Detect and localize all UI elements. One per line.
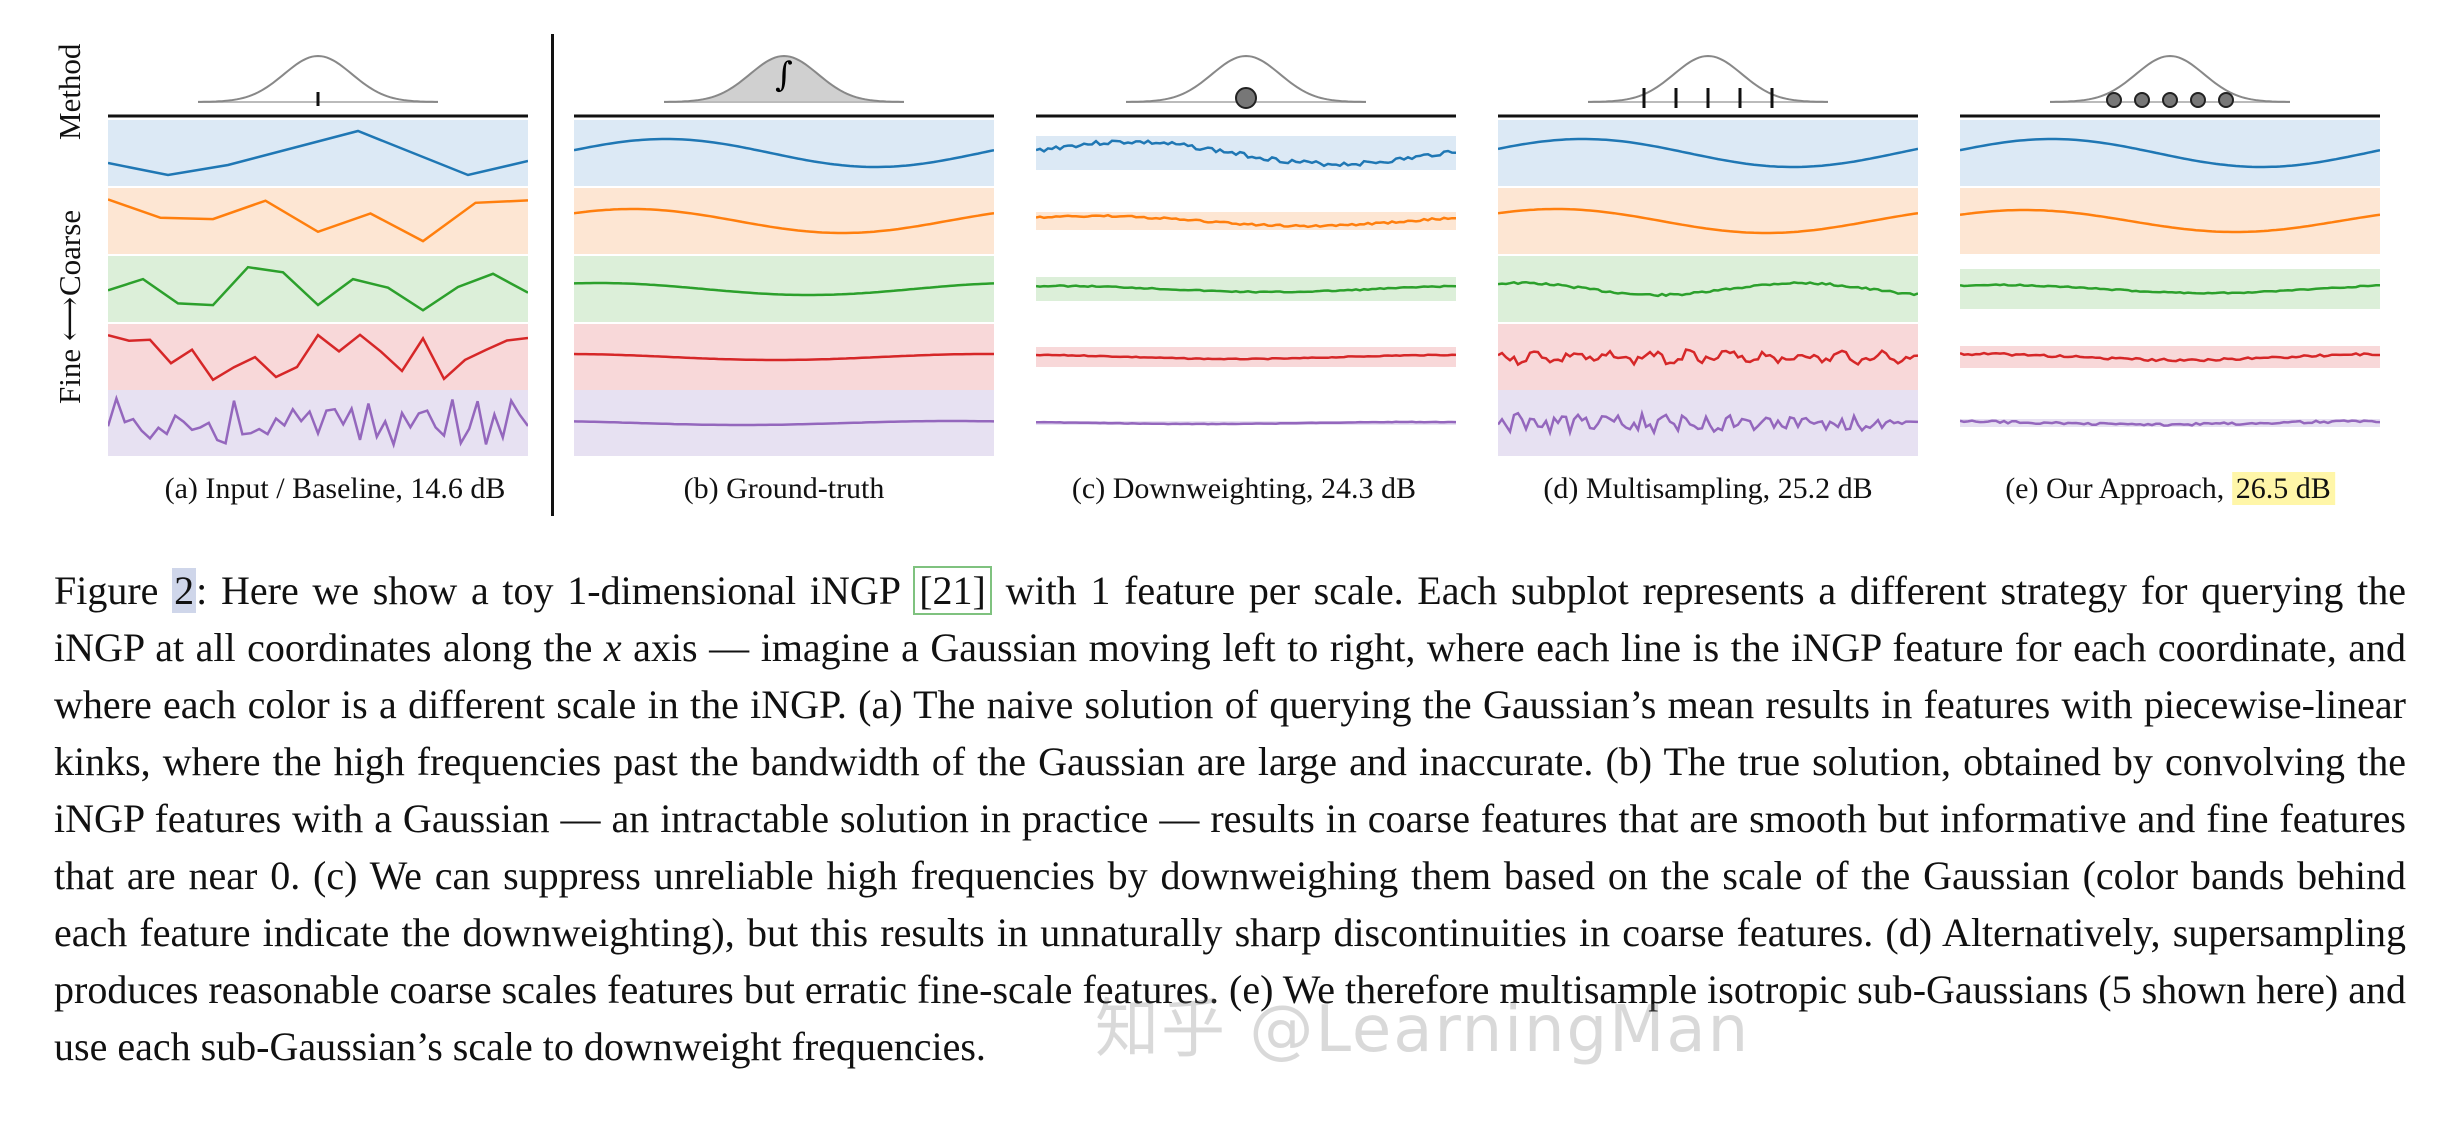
method-gaussian-curve [1126, 54, 1366, 103]
method-gaussian-curve [198, 54, 438, 103]
scale-band-0 [1498, 120, 1918, 186]
panel-d-plot [1498, 54, 1918, 456]
scale-band-2 [574, 256, 994, 322]
panel-b: ∫ [574, 40, 994, 460]
method-dot-marker [1235, 87, 1257, 109]
panel-a-plot [108, 54, 528, 456]
feature-line-scale-0 [108, 129, 528, 177]
feature-line-scale-0 [1498, 137, 1918, 169]
caption-d-label: (d) Multisampling, [1543, 472, 1778, 505]
feature-line-scale-0 [1960, 137, 2380, 169]
method-dot-marker-3 [2190, 92, 2206, 108]
scale-band-4 [1960, 419, 2380, 427]
fig-number[interactable]: 2 [172, 568, 197, 613]
feature-line-scale-4 [574, 419, 994, 427]
panel-e [1960, 40, 2380, 460]
method-dot-marker-0 [2106, 92, 2122, 108]
caption-a: (a) Input / Baseline, 14.6 dB [164, 472, 506, 505]
scale-band-1 [1960, 188, 2380, 254]
caption-c-label: (c) Downweighting, [1071, 472, 1322, 505]
y-label-fine: Fine ⟷ [52, 296, 87, 404]
fig-label: Figure [54, 568, 173, 613]
method-dot-marker-4 [2218, 92, 2234, 108]
feature-line-scale-2 [1036, 284, 1456, 294]
method-gaussian-curve [1588, 54, 1828, 103]
feature-line-scale-1 [1036, 213, 1456, 229]
panel-a [108, 40, 528, 460]
y-label-coarse: Coarse [52, 209, 87, 296]
caption-part-1: : Here we show a toy 1-dimensional iNGP [196, 568, 914, 613]
method-dot-marker-2 [2162, 92, 2178, 108]
scale-band-0 [1960, 120, 2380, 186]
feature-line-scale-0 [1036, 139, 1456, 168]
caption-c-value: 24.3 dB [1321, 472, 1417, 505]
feature-line-scale-1 [574, 207, 994, 235]
scale-band-0 [1036, 136, 1456, 170]
caption-e-label: (e) Our Approach, [2005, 472, 2232, 505]
feature-line-scale-2 [574, 281, 994, 297]
figure-caption: Figure 2: Here we show a toy 1-dimension… [54, 562, 2406, 1075]
scale-band-1 [574, 188, 994, 254]
panel-c [1036, 40, 1456, 460]
panel-c-plot [1036, 54, 1456, 426]
feature-line-scale-2 [108, 265, 528, 312]
caption-d-value: 25.2 dB [1777, 472, 1873, 505]
feature-line-scale-2 [1960, 283, 2380, 295]
figure: Method Coarse Fine ⟷ ∫ (a) Input / Basel… [0, 0, 2438, 540]
method-gaussian-curve [2050, 54, 2290, 103]
scale-band-1 [108, 188, 528, 254]
feature-line-scale-1 [108, 198, 528, 243]
panel-d [1498, 40, 1918, 460]
y-axis-labels: Method Coarse Fine ⟷ [38, 28, 98, 428]
feature-line-scale-3 [1036, 353, 1456, 361]
method-gaussian-fill [664, 56, 904, 102]
feature-line-scale-3 [108, 333, 528, 382]
panel-divider [551, 34, 554, 516]
feature-line-scale-3 [1960, 351, 2380, 363]
caption-c: (c) Downweighting, 24.3 dB [1072, 472, 1416, 506]
feature-line-scale-4 [1498, 409, 1918, 437]
y-label-method: Method [52, 43, 87, 140]
feature-line-scale-4 [1036, 420, 1456, 426]
caption-e-value: 26.5 dB [2231, 472, 2335, 505]
method-dot-marker-1 [2134, 92, 2150, 108]
caption-e: (e) Our Approach, 26.5 dB [2005, 472, 2335, 506]
scale-band-3 [1036, 347, 1456, 367]
scale-band-3 [1960, 346, 2380, 368]
caption-part-3: axis — imagine a Gaussian moving left to… [54, 625, 2407, 1069]
caption-d: (d) Multisampling, 25.2 dB [1543, 472, 1872, 506]
method-gaussian-curve [664, 54, 904, 103]
feature-line-scale-1 [1960, 208, 2380, 234]
math-var-x: x [603, 625, 622, 670]
panel-b-plot: ∫ [574, 54, 994, 456]
caption-b: (b) Ground-truth [683, 472, 885, 505]
panel-e-plot [1960, 54, 2380, 427]
integral-icon: ∫ [775, 55, 793, 95]
feature-line-scale-3 [574, 352, 994, 362]
feature-line-scale-1 [1498, 207, 1918, 235]
feature-line-scale-3 [1498, 348, 1918, 367]
scale-band-0 [108, 120, 528, 186]
feature-line-scale-4 [108, 394, 528, 449]
citation-link[interactable]: [21] [913, 566, 992, 615]
scale-band-2 [108, 256, 528, 322]
scale-band-1 [1498, 188, 1918, 254]
scale-band-2 [1498, 256, 1918, 322]
feature-line-scale-0 [574, 137, 994, 169]
scale-band-3 [574, 324, 994, 390]
watermark: 知乎 @LearningMan [1095, 993, 1751, 1067]
scale-band-0 [574, 120, 994, 186]
feature-line-scale-2 [1498, 280, 1918, 298]
caption-part-2: with 1 feature per scale. Each subplot r… [54, 568, 2406, 670]
feature-line-scale-4 [1960, 419, 2380, 427]
